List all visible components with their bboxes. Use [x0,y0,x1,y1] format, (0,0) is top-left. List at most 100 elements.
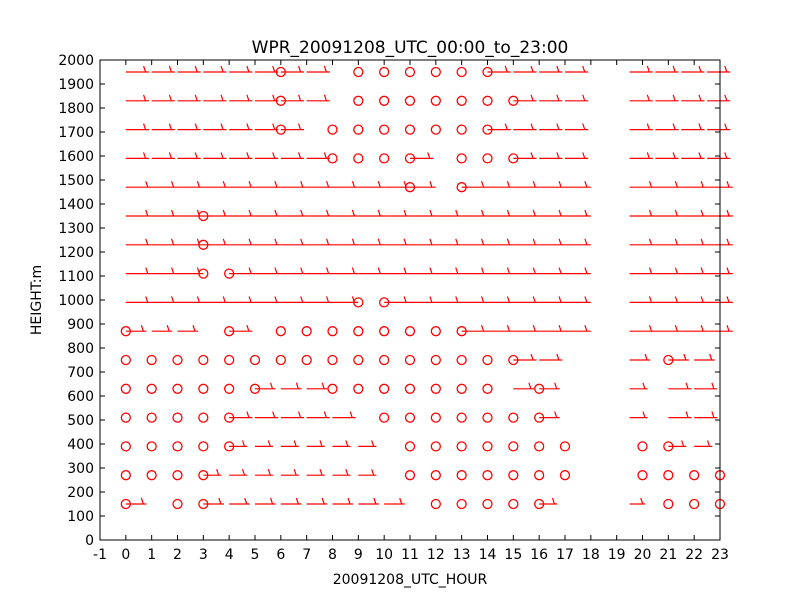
calm-marker [120,412,131,423]
calm-marker [404,354,416,366]
barb-flag [582,65,586,73]
calm-marker [456,326,467,337]
wind-barb [565,181,591,188]
wind-barb [358,440,377,447]
barb-flag [145,181,149,188]
wind-barb [384,267,410,275]
barb-flag [726,296,730,303]
barb-flag [194,65,198,73]
barb-flag [171,209,175,217]
barb-flag [532,267,536,274]
wind-barb [565,267,591,275]
wind-barb [565,296,591,303]
x-tick-label: 18 [582,547,600,563]
barb-flag [274,209,278,217]
barb-flag [642,411,646,418]
calm-marker [404,66,416,78]
barb-flag [272,411,276,418]
wind-barb [655,152,679,159]
barb-flag [269,382,274,389]
barb-flag [584,267,588,274]
wind-barb [655,94,679,102]
barb-flag [321,382,325,389]
barb-flag [683,353,687,361]
barb-flag [196,296,200,303]
calm-marker [534,383,545,394]
wind-barb [358,238,385,246]
calm-marker [689,498,700,510]
barb-flag [700,296,704,303]
barb-flag [481,296,485,303]
barb-flag [300,267,304,274]
wind-barb [655,296,682,303]
wind-barb [565,325,591,332]
barb-flag [648,238,653,245]
wind-barb [513,123,537,131]
barb-flag [672,94,676,101]
wind-barb [280,238,307,246]
barb-flag [351,238,355,245]
calm-marker [404,383,416,394]
wind-barb [513,181,540,188]
wind-barb [655,325,682,332]
wind-barb [151,181,178,188]
calm-marker [224,268,235,279]
calm-marker [379,95,390,106]
wind-barb [539,181,565,188]
calm-marker [198,470,209,481]
barb-flag [558,209,562,217]
barb-flag [506,209,510,217]
barb-flag [377,209,381,217]
x-tick-label: 8 [328,547,337,563]
wind-barb [487,325,514,332]
calm-marker [353,124,364,135]
calm-marker [327,326,338,337]
wind-barb [280,497,302,505]
barb-flag [698,152,702,159]
barb-flag [558,267,562,274]
wind-barb [203,65,227,73]
barb-flag [246,152,250,159]
wind-barb [203,123,227,131]
wind-barb [255,65,279,73]
calm-marker [456,124,467,135]
barb-flag [504,123,508,130]
barb-flag [642,382,646,389]
barb-flag [222,238,226,245]
calm-marker [430,383,441,394]
calm-marker [379,354,390,366]
barb-flag [246,65,250,73]
calm-marker [534,412,545,423]
wind-barb [539,497,558,505]
barb-flag [429,238,433,245]
wind-barb [681,152,705,159]
barb-flag [429,181,433,188]
calm-marker [275,66,286,78]
barb-flag [345,469,349,476]
wind-barb [707,123,731,131]
barb-flag [323,152,327,159]
wind-barb [461,209,488,217]
barb-flag [171,181,175,188]
wind-barb [255,152,279,159]
barb-flag [726,209,730,217]
barb-flag [558,238,562,245]
calm-marker [379,383,390,394]
barb-flag [685,382,689,389]
barb-flag [674,296,678,303]
calm-marker [224,326,235,337]
wind-barb [513,267,540,275]
barb-flag [145,238,149,245]
calm-marker [508,95,519,106]
wind-barb [565,65,589,73]
barb-flag [648,296,653,303]
barb-flag [220,123,224,130]
wind-barb [229,123,253,131]
wind-barb [255,497,276,505]
wind-barb [332,181,359,188]
wind-barb [629,94,653,102]
calm-marker [224,441,235,452]
wind-barb [694,440,713,447]
barb-flag [241,440,246,447]
wind-barb [410,238,436,246]
